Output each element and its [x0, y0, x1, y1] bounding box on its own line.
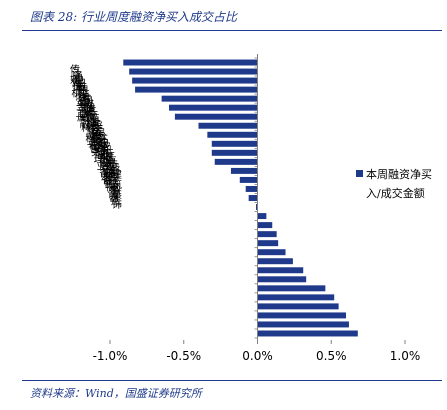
category-label: 家用电器 — [107, 161, 119, 203]
bar — [135, 86, 258, 93]
bar — [257, 276, 307, 283]
bar — [257, 240, 279, 247]
category-label: 医药生物 — [103, 151, 115, 192]
category-label: 基础化工 — [84, 105, 96, 146]
category-label: 公用事业 — [94, 131, 106, 171]
title-rule — [22, 30, 442, 31]
bar — [257, 312, 346, 319]
source-rule — [22, 380, 442, 381]
category-label: 电子 — [72, 73, 84, 94]
bar — [230, 167, 258, 174]
legend-label: 本周融资净买入/成交金额 — [366, 168, 432, 200]
category-label: 商贸零售 — [87, 112, 99, 154]
category-label: 传媒 — [68, 64, 80, 85]
bar — [123, 59, 258, 66]
category-label: 石油石化 — [101, 148, 113, 188]
x-tick-label: -1.0% — [93, 349, 128, 363]
category-label: 非银金融 — [77, 88, 89, 129]
category-label: 国防军工 — [73, 78, 85, 118]
bar — [257, 267, 304, 274]
bar — [239, 176, 258, 183]
bar — [174, 113, 258, 120]
category-label: 建筑材料 — [83, 101, 95, 143]
bar — [211, 140, 258, 147]
bar — [257, 294, 335, 301]
bar — [214, 158, 258, 165]
category-label: 汽车 — [104, 154, 116, 176]
bar — [161, 95, 258, 102]
bar — [257, 249, 286, 256]
category-label: 食品饮料 — [79, 91, 91, 133]
bar — [207, 131, 258, 138]
bar — [257, 303, 339, 310]
category-label: 环保 — [96, 134, 108, 155]
category-label: 电力设备 — [97, 136, 109, 178]
category-label: 农林牧渔 — [98, 140, 110, 182]
category-label: 通信 — [70, 71, 82, 92]
figure-title: 图表 28: 行业周度融资净买入成交占比 — [30, 10, 237, 24]
x-tick-label: 1.0% — [390, 349, 421, 363]
category-label: 纺织服饰 — [105, 157, 117, 199]
x-tick-label: 0.0% — [242, 349, 273, 363]
bar — [211, 149, 258, 156]
bar — [257, 321, 349, 328]
bar — [257, 231, 277, 238]
bar — [257, 258, 293, 265]
category-label: 轻工制造 — [108, 164, 120, 205]
bar — [245, 185, 258, 192]
legend-swatch — [356, 170, 363, 177]
bar — [257, 285, 326, 292]
bar — [256, 204, 258, 211]
x-tick-label: 0.5% — [316, 349, 347, 363]
bar — [129, 68, 258, 75]
bar — [132, 77, 258, 84]
bar — [248, 195, 258, 201]
category-label: 有色金属 — [75, 80, 87, 122]
bar — [257, 222, 273, 229]
bar — [198, 122, 258, 129]
bar — [257, 213, 267, 220]
bar — [257, 330, 358, 337]
category-label: 机械设备 — [100, 143, 112, 185]
category-label: 社会服务 — [89, 115, 101, 157]
category-label: 计算机 — [69, 66, 81, 98]
category-label: 建筑装饰 — [110, 168, 122, 210]
source-note: 资料来源：Wind，国盛证券研究所 — [30, 387, 202, 400]
category-label: 钢铁 — [80, 94, 92, 116]
category-label: 交通运输 — [86, 108, 98, 150]
category-label: 房地产 — [93, 126, 105, 158]
x-tick-label: -0.5% — [166, 349, 201, 363]
category-label: 综合 — [90, 119, 102, 141]
category-label: 煤炭 — [82, 98, 94, 120]
bar — [169, 104, 258, 111]
category-label: 银行 — [76, 84, 88, 106]
category-label: 美容护理 — [91, 122, 103, 163]
